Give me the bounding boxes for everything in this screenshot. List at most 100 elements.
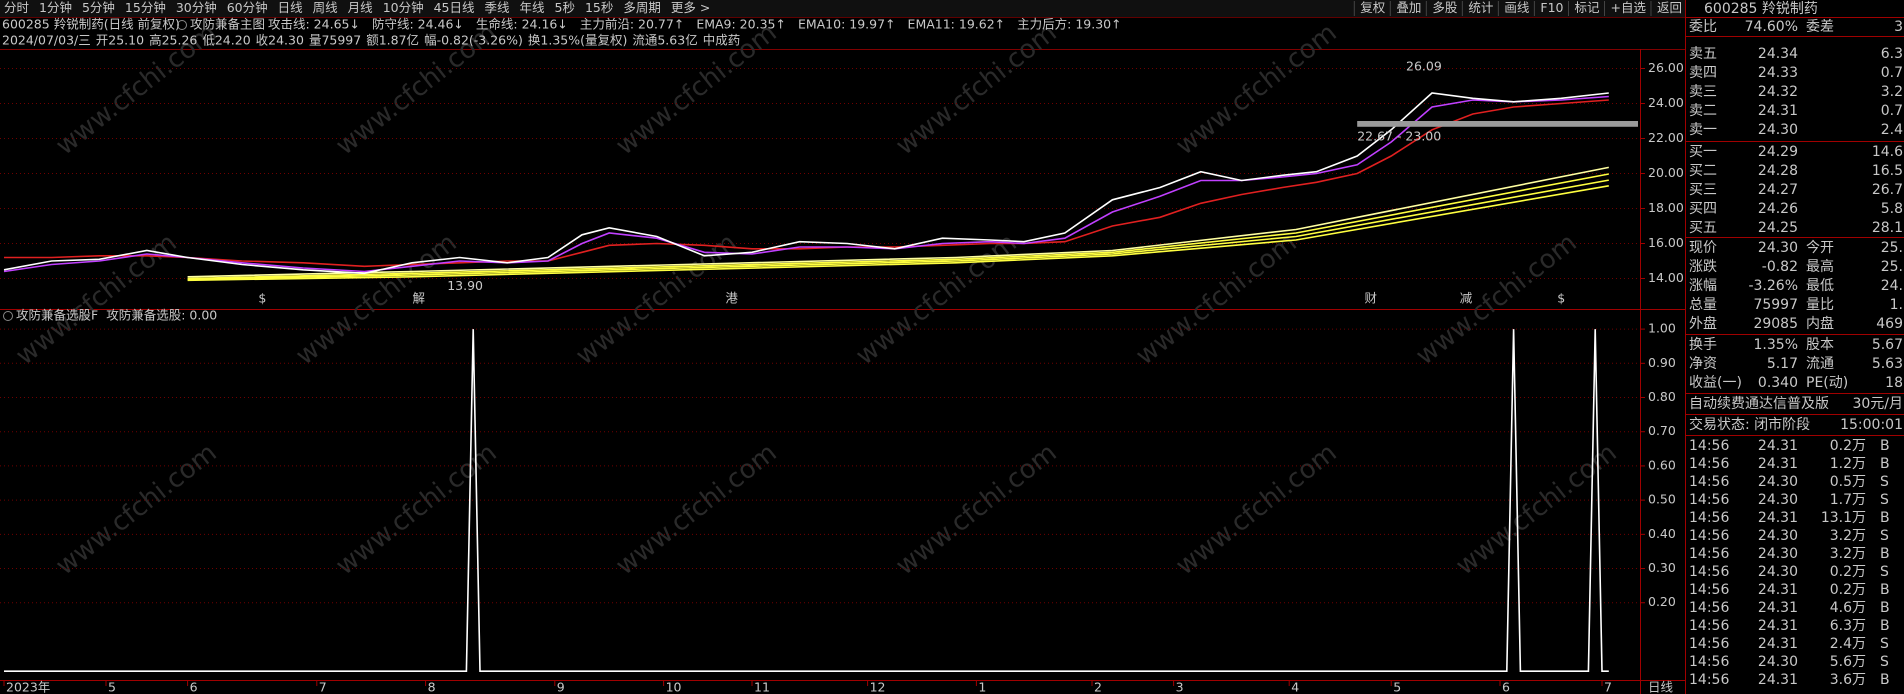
tick-time: 14:56 [1689, 474, 1729, 490]
period-tab[interactable]: 15分钟 [125, 0, 166, 15]
period-tab[interactable]: 15秒 [585, 0, 613, 15]
event-marker[interactable]: $ [258, 291, 266, 306]
tick-side: S [1880, 636, 1889, 652]
label: 总量 [1689, 297, 1717, 313]
period-tab[interactable]: 周线 [313, 0, 339, 15]
book-price: 24.32 [1758, 84, 1798, 100]
value: 74.60% [1745, 19, 1798, 35]
stock-title: 600285 羚锐制药(日线 前复权) [2, 17, 180, 32]
tool-button[interactable]: 画线 [1504, 0, 1530, 15]
book-label: 买五 [1689, 220, 1717, 236]
tool-button[interactable]: 统计 [1468, 0, 1493, 15]
period-tab[interactable]: 年线 [520, 0, 546, 15]
tick-volume: 0.2万 [1830, 582, 1866, 598]
tick-volume: 0.2万 [1830, 564, 1866, 580]
event-marker[interactable]: 财 [1365, 291, 1378, 306]
range-label: 22.67 - 23.00 [1357, 128, 1441, 143]
period-tab[interactable]: 多周期 [623, 0, 661, 15]
period-tab[interactable]: 5秒 [555, 0, 575, 15]
toolbar-bg [0, 0, 1685, 17]
value: 5.17 [1767, 356, 1798, 372]
indicator-readout: 攻防兼备选股: 0.00 [106, 308, 217, 323]
x-tick-label: 2023年 [6, 680, 50, 694]
tick-price: 24.31 [1758, 636, 1798, 652]
value: 1.35% [1754, 337, 1798, 353]
period-tab[interactable]: 30分钟 [176, 0, 217, 15]
series-line [3, 92, 1609, 275]
tick-volume: 3.2万 [1830, 528, 1866, 544]
tick-time: 14:56 [1689, 456, 1729, 472]
period-tab[interactable]: 月线 [348, 0, 374, 15]
status: 交易状态: 闭市阶段 [1689, 416, 1810, 433]
tool-button[interactable]: 叠加 [1396, 0, 1421, 15]
indicator-icon[interactable] [177, 20, 187, 30]
indicator-readout: EMA10: 19.97↑ [798, 17, 896, 32]
tick-side: B [1880, 618, 1890, 634]
tick-price: 24.30 [1758, 528, 1798, 544]
y-tick-label: 16.00 [1648, 235, 1684, 250]
period-tab[interactable]: 45日线 [434, 0, 475, 15]
indicator-chart: 0.20 0.30 0.40 0.50 0.60 0.70 0.80 0.90 1.00 2023… [0, 308, 1676, 694]
tool-button[interactable]: F10 [1540, 0, 1563, 15]
period-tab[interactable]: 60分钟 [227, 0, 268, 15]
header: 分时 1分钟 5分钟 15分钟 30分钟 60分钟 日线 周线 月线 10分钟 45日线 季线 年线 5秒… [2, 0, 1682, 694]
x-tick-label: 7 [319, 680, 327, 694]
series-line [187, 179, 1609, 281]
label: PE(动) [1806, 375, 1848, 391]
book-label: 买三 [1689, 182, 1717, 198]
tool-button[interactable]: 返回 [1657, 0, 1682, 15]
period-tab[interactable]: 5分钟 [82, 0, 115, 15]
tool-button[interactable]: +自选 [1611, 0, 1647, 15]
label: 净资 [1689, 356, 1717, 372]
series-line [3, 95, 1609, 273]
tool-button[interactable]: 复权 [1360, 0, 1386, 15]
banner-price[interactable]: 30元/月 [1852, 396, 1903, 412]
tool-button[interactable]: 标记 [1574, 0, 1600, 15]
tick-side: B [1880, 456, 1890, 472]
y-tick-label: 14.00 [1648, 270, 1684, 285]
event-marker[interactable]: 港 [725, 291, 738, 306]
bar-readout: 量75997 [309, 33, 361, 48]
period-tab[interactable]: 更多 > [671, 0, 710, 15]
book-volume: 16.5 [1872, 163, 1903, 179]
indicator-readout: 主力前沿: 20.77↑ [580, 17, 684, 32]
book-price: 24.34 [1758, 46, 1798, 62]
value: 25. [1881, 259, 1903, 275]
event-marker[interactable]: 解 [413, 291, 426, 306]
label: 内盘 [1806, 315, 1834, 332]
x-tick-label: 12 [870, 680, 886, 694]
period-tab[interactable]: 季线 [485, 0, 511, 15]
period-tab[interactable]: 10分钟 [383, 0, 424, 15]
quote-title: 600285 羚锐制药 [1704, 1, 1818, 17]
indicator-line [4, 329, 1609, 672]
tick-volume: 6.3万 [1830, 618, 1866, 634]
event-marker[interactable]: 减 [1460, 291, 1473, 306]
tick-time: 14:56 [1689, 618, 1729, 634]
event-marker[interactable]: $ [1557, 291, 1565, 306]
price-annotation: 13.90 [447, 278, 483, 293]
tick-time: 14:56 [1689, 528, 1729, 544]
period-tab[interactable]: 1分钟 [39, 0, 72, 15]
tick-volume: 2.4万 [1830, 636, 1866, 652]
y-tick-label: 18.00 [1648, 200, 1684, 215]
bar-readout: 低24.20 [202, 33, 250, 48]
book-volume: 2.4 [1881, 122, 1903, 138]
indicator-name: 攻防兼备主图 [190, 17, 265, 32]
tool-button[interactable]: 多股 [1432, 0, 1458, 15]
tick-side: B [1880, 510, 1890, 526]
indicator-icon[interactable] [3, 311, 13, 321]
y-tick-label: 0.50 [1648, 492, 1676, 507]
period-tab[interactable]: 日线 [278, 0, 304, 15]
period-tab[interactable]: 分时 [4, 0, 30, 15]
y-tick-label: 0.20 [1648, 594, 1676, 609]
tick-time: 14:56 [1689, 672, 1729, 688]
banner[interactable]: 自动续费通达信普及版 [1689, 395, 1829, 412]
indicator-readout: EMA9: 20.35↑ [696, 17, 786, 32]
bar-readout: 2024/07/03/三 [2, 33, 91, 48]
value: 5.63 [1872, 356, 1903, 372]
tick-time: 14:56 [1689, 564, 1729, 580]
tick-side: S [1880, 474, 1889, 490]
tick-side: B [1880, 600, 1890, 616]
tick-side: S [1880, 528, 1889, 544]
